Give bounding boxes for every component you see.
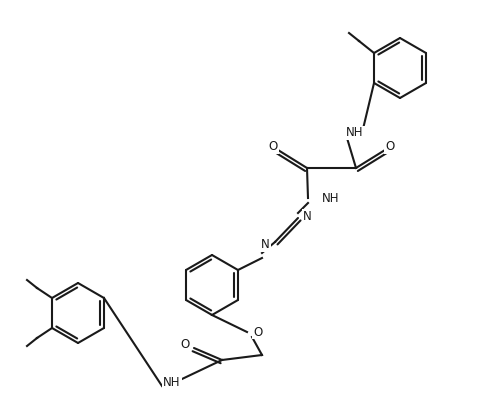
Text: O: O	[253, 326, 262, 338]
Text: NH: NH	[163, 375, 181, 389]
Text: NH: NH	[322, 192, 339, 205]
Text: NH: NH	[346, 126, 364, 140]
Text: N: N	[303, 209, 312, 223]
Text: O: O	[385, 140, 395, 154]
Text: O: O	[181, 338, 190, 352]
Text: O: O	[269, 140, 277, 154]
Text: N: N	[261, 239, 270, 251]
